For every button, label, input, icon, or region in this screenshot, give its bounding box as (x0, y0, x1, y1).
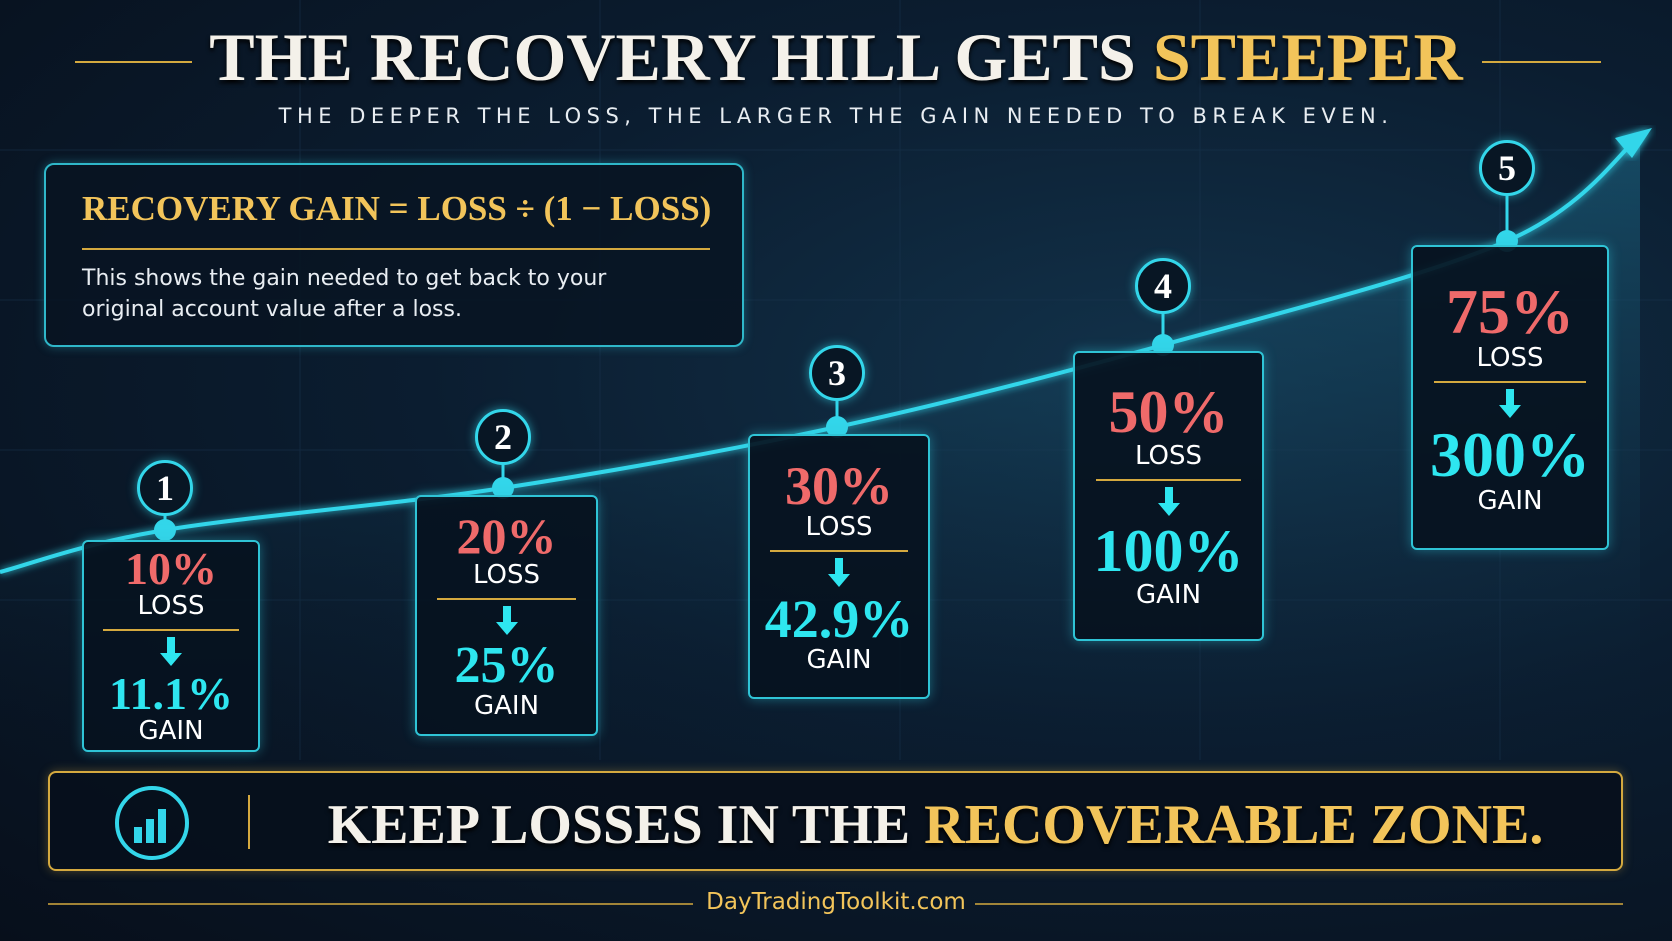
step-badge: 3 (809, 345, 865, 401)
box-rule (436, 597, 577, 600)
formula-rule (82, 248, 710, 250)
arrow-shape (160, 637, 182, 666)
step-number: 4 (1154, 266, 1172, 306)
step-badge: 5 (1479, 140, 1535, 196)
title: THE RECOVERY HILL GETS STEEPER (0, 18, 1672, 97)
gain-value: 300% (1430, 418, 1590, 490)
step-box: 20% LOSS 25% GAIN (415, 495, 598, 736)
loss-label: LOSS (1134, 441, 1203, 472)
curve-arrowhead (1615, 128, 1652, 158)
banner-text: KEEP LOSSES IN THE RECOVERABLE ZONE. (290, 793, 1581, 857)
step-box: 50% LOSS 100% GAIN (1073, 351, 1264, 641)
loss-label: LOSS (472, 559, 541, 590)
down-arrow (495, 605, 518, 635)
curve-dot (492, 477, 514, 499)
gain-label: GAIN (806, 644, 872, 675)
title-main: THE RECOVERY HILL GETS (209, 19, 1136, 95)
step-badge: 1 (137, 460, 193, 516)
loss-label: LOSS (805, 511, 873, 542)
curve-dot (1152, 334, 1174, 356)
down-arrow (160, 637, 182, 666)
loss-value: 10% (125, 543, 217, 595)
gain-value: 42.9% (764, 588, 914, 649)
loss-label: LOSS (137, 591, 205, 622)
box-rule (1434, 380, 1586, 383)
step-box: 10% LOSS 11.1% GAIN (82, 540, 260, 752)
gain-value: 11.1% (109, 668, 233, 719)
step-badge: 4 (1135, 258, 1191, 314)
gain-label: GAIN (1477, 485, 1543, 516)
formula-box: RECOVERY GAIN = LOSS ÷ (1 − LOSS) This s… (44, 163, 744, 347)
down-arrow (1157, 487, 1180, 516)
gain-value: 25% (454, 636, 559, 694)
chart-icon (115, 786, 189, 860)
step-box: 30% LOSS 42.9% GAIN (748, 434, 930, 699)
arrow-shape (495, 605, 518, 635)
step-number: 1 (156, 468, 174, 508)
loss-value: 50% (1108, 379, 1229, 446)
step-number: 3 (828, 353, 846, 393)
curve-dot (154, 519, 176, 541)
curve-dot (826, 416, 848, 438)
formula-text: This shows the gain needed to get back t… (82, 266, 607, 322)
banner-main: KEEP LOSSES IN THE (327, 794, 911, 856)
arrow-shape (1157, 487, 1180, 516)
loss-value: 20% (456, 507, 557, 564)
gain-label: GAIN (138, 716, 204, 746)
step-number: 2 (494, 417, 512, 457)
banner-separator (248, 795, 250, 849)
box-rule (769, 549, 909, 552)
banner: KEEP LOSSES IN THE RECOVERABLE ZONE. (48, 771, 1623, 871)
gain-value: 100% (1093, 518, 1244, 584)
arrow-shape (1499, 388, 1521, 418)
step-number: 5 (1498, 148, 1516, 188)
down-arrow (828, 557, 850, 587)
gain-label: GAIN (473, 690, 540, 721)
banner-accent: RECOVERABLE ZONE. (924, 794, 1544, 856)
formula-title: RECOVERY GAIN = LOSS ÷ (1 − LOSS) (82, 189, 712, 228)
loss-value: 30% (785, 455, 893, 516)
step-badge: 2 (475, 409, 531, 465)
loss-value: 75% (1446, 275, 1574, 347)
subtitle: THE DEEPER THE LOSS, THE LARGER THE GAIN… (278, 104, 1394, 128)
box-rule (103, 629, 239, 631)
step-box: 75% LOSS 300% GAIN (1411, 245, 1609, 550)
arrow-shape (828, 557, 850, 587)
gain-label: GAIN (1135, 580, 1202, 610)
down-arrow (1499, 388, 1521, 418)
box-rule (1095, 479, 1242, 481)
footer: DayTradingToolkit.com (706, 889, 966, 915)
loss-label: LOSS (1476, 342, 1544, 373)
title-accent: STEEPER (1152, 19, 1463, 95)
